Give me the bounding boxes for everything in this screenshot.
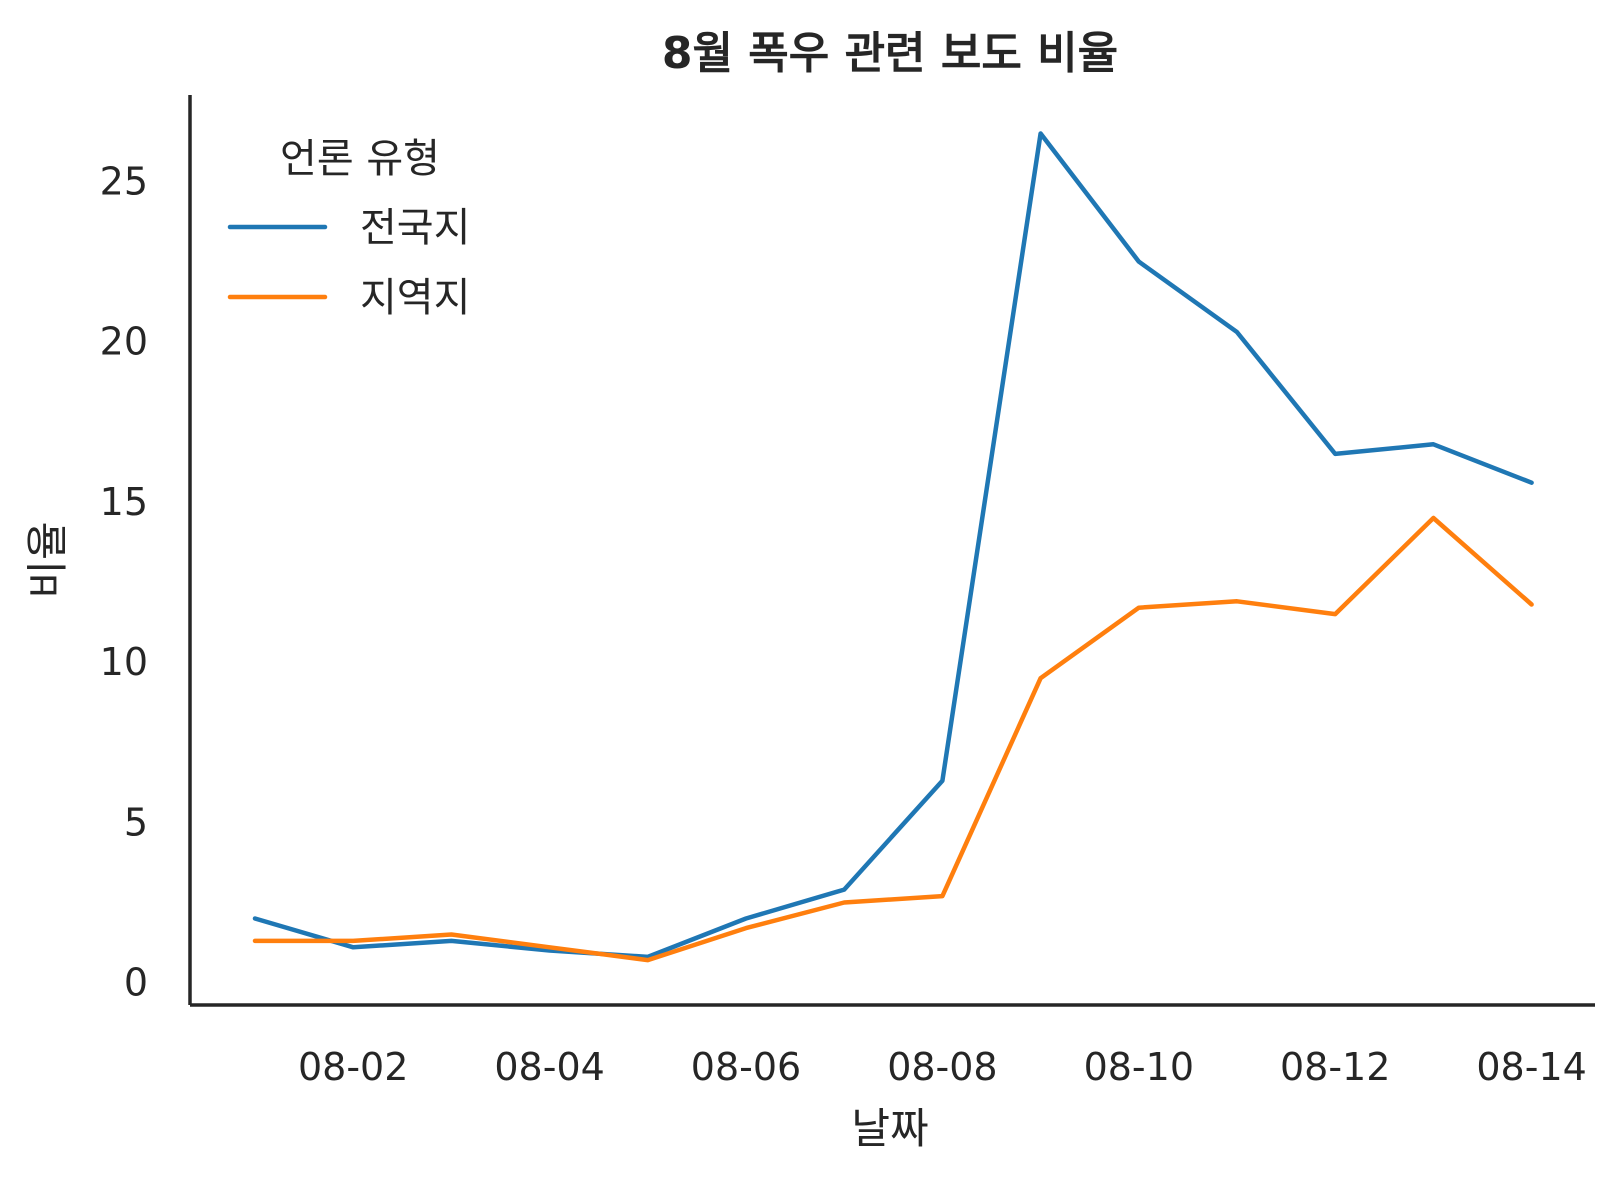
chart-title: 8월 폭우 관련 보도 비율 [662, 28, 1118, 79]
legend-label: 전국지 [360, 205, 470, 251]
y-tick-label: 0 [124, 961, 148, 1005]
x-tick-label: 08-14 [1476, 1045, 1586, 1089]
x-tick-label: 08-04 [494, 1045, 604, 1089]
legend-label: 지역지 [360, 275, 470, 321]
series-line [252, 515, 1534, 963]
x-axis-title: 날짜 [851, 1104, 928, 1153]
y-axis-title: 비율 [23, 521, 72, 598]
legend-title: 언론 유형 [280, 136, 440, 182]
x-tick-label: 08-08 [887, 1045, 997, 1089]
x-tick-label: 08-02 [298, 1045, 408, 1089]
x-tick-label: 08-10 [1084, 1045, 1194, 1089]
y-tick-label: 20 [100, 320, 148, 364]
y-tick-label: 15 [100, 480, 148, 524]
x-tick-label: 08-12 [1280, 1045, 1390, 1089]
series-line [252, 131, 1534, 960]
y-tick-label: 5 [124, 800, 148, 844]
plot-area [252, 131, 1534, 963]
axes: 0 5 10 15 20 25 08-02 08-04 08-06 08-08 08-10 08-12… [100, 95, 1595, 1089]
y-tick-label: 25 [100, 160, 148, 204]
x-tick-label: 08-06 [691, 1045, 801, 1089]
y-tick-label: 10 [100, 640, 148, 684]
